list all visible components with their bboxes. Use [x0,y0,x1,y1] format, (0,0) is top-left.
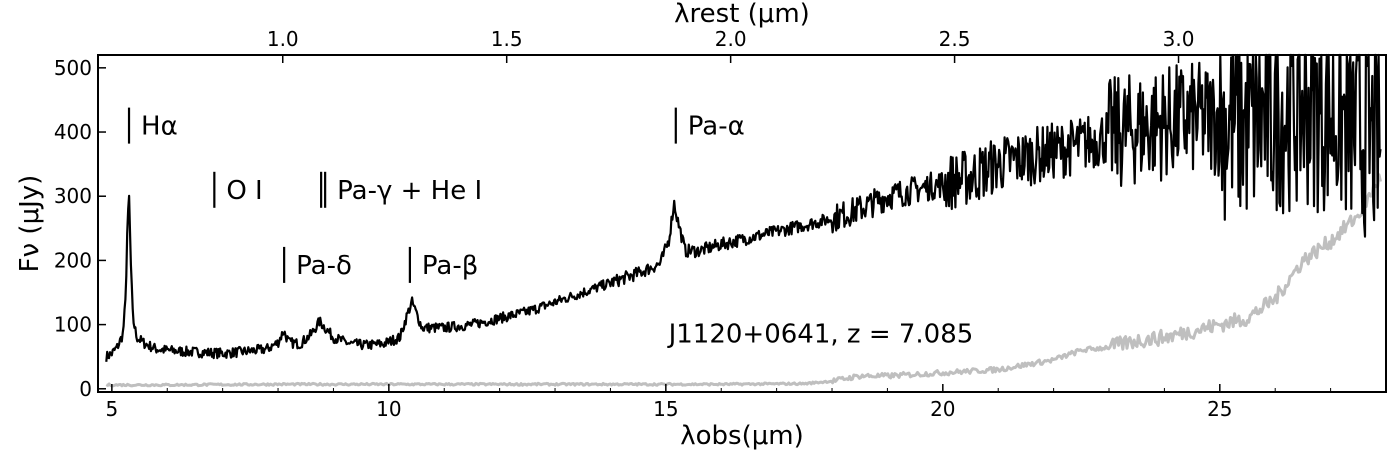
line-label-0: Hα [141,112,178,142]
y-tick-label-4: 400 [54,120,92,144]
x-tick-label-4: 25 [1207,397,1232,421]
error-spectrum-group [105,173,1382,388]
top-axis-ticks: 1.0 1.5 2.0 2.5 3.0 [267,27,1195,63]
line-label-5: Pa-α [688,112,745,142]
flux-series-line [105,53,1382,362]
x-axis-label: λobs(μm) [680,421,804,450]
top-tick-label-4: 3.0 [1163,27,1195,51]
line-label-2: Pa-γ + He I [337,176,482,206]
top-tick-label-0: 1.0 [267,27,299,51]
error-series-line [105,173,1382,388]
y-tick-label-2: 200 [54,248,92,272]
line-label-3: Pa-δ [296,251,352,281]
object-label: J1120+0641, z = 7.085 [667,320,974,350]
x-tick-label-1: 10 [376,397,401,421]
flux-spectrum-group [105,53,1382,362]
x-tick-label-3: 20 [930,397,955,421]
top-axis-label: λrest (μm) [674,0,810,29]
y-tick-label-5: 500 [54,56,92,80]
y-axis-ticks: 0 100 200 300 400 500 [54,56,106,401]
y-tick-label-1: 100 [54,313,92,337]
top-tick-label-2: 2.0 [715,27,747,51]
x-tick-label-2: 15 [653,397,678,421]
line-label-1: O I [226,176,262,206]
plot-frame [97,54,1387,393]
line-annotations: Hα O I Pa-γ + He I Pa-δ Pa-β Pa-α [127,107,745,283]
x-axis-ticks: 5 10 15 20 25 [105,384,1332,421]
y-axis-label: Fν (μJy) [15,175,45,273]
y-tick-label-3: 300 [54,184,92,208]
x-tick-label-0: 5 [105,397,118,421]
y-tick-label-0: 0 [79,377,92,401]
line-label-4: Pa-β [422,251,478,281]
top-tick-label-3: 2.5 [939,27,971,51]
top-tick-label-1: 1.5 [491,27,523,51]
